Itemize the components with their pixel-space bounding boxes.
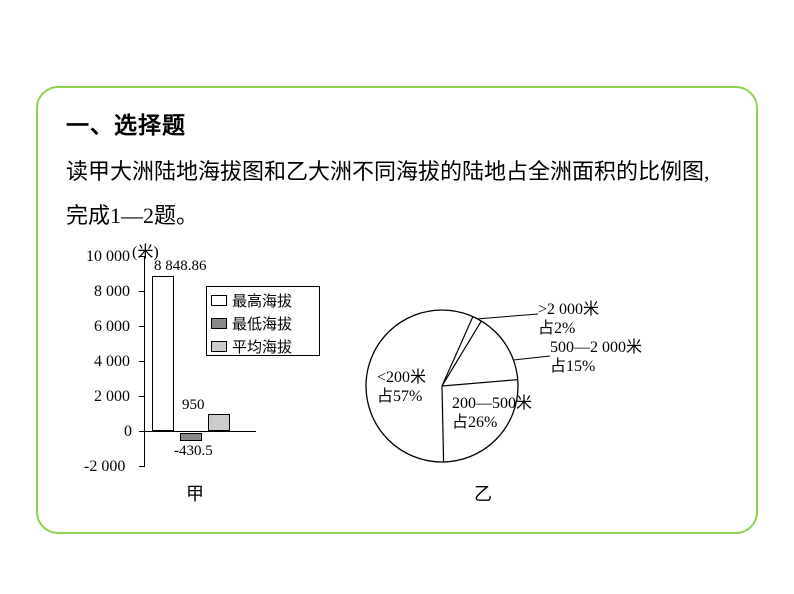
legend-item: 最高海拔 [211,290,315,311]
bar-value-max: 8 848.86 [154,258,207,275]
legend-item: 最低海拔 [211,313,315,334]
ytick-label: 2 000 [94,388,130,406]
ytick [139,326,145,327]
ytick-label: 10 000 [86,248,130,266]
pie-caption: 乙 [474,480,492,506]
ytick-label: 8 000 [94,283,130,301]
bar-value-avg: 950 [182,397,205,414]
swatch-icon [211,318,227,329]
ytick [139,361,145,362]
figures-row: (米) 10 000 8 000 6 000 4 000 2 000 0 -2 … [66,242,728,532]
bar-min [180,433,202,441]
bar-avg [208,414,230,431]
bar-caption: 甲 [186,480,204,506]
pie-label-1: 200—500米 占26% [452,394,532,432]
pie-label-2: 500—2 000米 占15% [550,338,642,376]
legend-label: 最高海拔 [232,290,292,311]
bar-chart: (米) 10 000 8 000 6 000 4 000 2 000 0 -2 … [66,242,386,512]
ytick [139,466,145,467]
ytick [139,256,145,257]
legend-label: 最低海拔 [232,313,292,334]
bar-value-min: -430.5 [174,443,213,460]
x-axis [144,431,256,432]
ytick-label: 6 000 [94,318,130,336]
ytick [139,291,145,292]
swatch-icon [211,341,227,352]
bar-legend: 最高海拔 最低海拔 平均海拔 [206,286,320,356]
question-card: 一、选择题 读甲大洲陆地海拔图和乙大洲不同海拔的陆地占全洲面积的比例图,完成1—… [36,86,758,534]
section-heading: 一、选择题 [66,106,728,140]
ytick-label: -2 000 [84,458,125,476]
pie-label-3: >2 000米 占2% [538,300,599,338]
legend-item: 平均海拔 [211,336,315,357]
pie-chart: <200米 占57% 200—500米 占26% 500—2 000米 占15%… [352,278,732,518]
ytick [139,396,145,397]
question-text: 读甲大洲陆地海拔图和乙大洲不同海拔的陆地占全洲面积的比例图,完成1—2题。 [66,150,728,238]
ytick [139,431,145,432]
legend-label: 平均海拔 [232,336,292,357]
ytick-label: 0 [124,423,132,441]
swatch-icon [211,295,227,306]
bar-max [152,276,174,431]
pie-label-0: <200米 占57% [377,368,426,406]
ytick-label: 4 000 [94,353,130,371]
